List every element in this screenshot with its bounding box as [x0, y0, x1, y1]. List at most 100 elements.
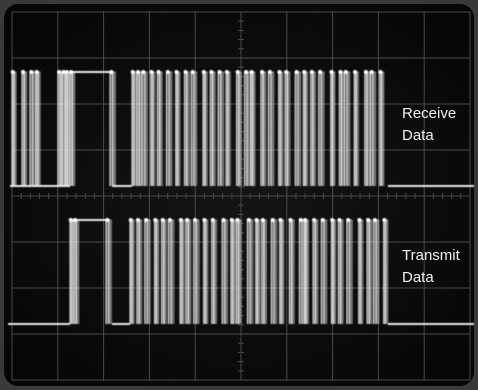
trace-pulse [280, 71, 284, 186]
trace-peak-dot [160, 218, 165, 222]
trace-peak-dot [130, 70, 135, 74]
trace-peak-dot [372, 218, 377, 222]
trace-peak-dot [167, 218, 172, 222]
trace-pulse [263, 71, 267, 186]
trace-peak-dot [267, 70, 272, 74]
transmit-label-line1: Transmit [402, 247, 460, 264]
trace-pulse [305, 71, 309, 186]
trace-pulse [366, 71, 371, 186]
trace-pulse [360, 219, 364, 324]
trace-peak-dot [330, 218, 335, 222]
trace-peak-dot [109, 70, 114, 74]
trace-peak-dot [128, 218, 133, 222]
trace-peak-dot [61, 70, 66, 74]
trace-peak-dot [235, 70, 240, 74]
trace-peak-dot [318, 70, 323, 74]
trace-pulse [177, 71, 181, 186]
trace-peak-dot [288, 218, 293, 222]
trace-pulse [168, 71, 173, 186]
trace-pulse [205, 219, 209, 324]
trace-peak-dot [302, 70, 307, 74]
trace-peak-dot [363, 70, 368, 74]
trace-pulse [163, 219, 167, 324]
trace-pulse [333, 219, 337, 324]
trace-peak-dot [284, 70, 289, 74]
trace-peak-dot [156, 70, 161, 74]
trace-pulse [332, 71, 336, 186]
trace-peak-dot [337, 218, 342, 222]
trace-peak-dot [174, 70, 179, 74]
trace-peak-dot [165, 70, 170, 74]
transmit-label-line2: Data [402, 269, 434, 286]
trace-peak-dot [135, 218, 140, 222]
trace-peak-dot [254, 218, 259, 222]
trace-peak-dot [209, 70, 214, 74]
trace-peak-dot [369, 70, 374, 74]
trace-pulse [193, 71, 198, 186]
trace-pulse [170, 219, 175, 324]
trace-pulse [306, 219, 310, 324]
trace-pulse [205, 71, 208, 186]
trace-pulse [257, 219, 261, 324]
trace-peak-dot [294, 70, 299, 74]
trace-pulse [132, 219, 135, 324]
trace-peak-dot [185, 218, 190, 222]
trace-pulse [281, 219, 285, 324]
trace-peak-dot [249, 70, 254, 74]
trace-peak-dot [378, 70, 383, 74]
trace-peak-dot [246, 218, 251, 222]
trace-pulse [238, 71, 242, 186]
trace-pulse [356, 71, 359, 186]
receive-data-trace [10, 70, 474, 187]
trace-pulse [385, 219, 389, 324]
trace-pulse [369, 219, 373, 324]
trace-peak-dot [229, 218, 234, 222]
trace-peak-dot [149, 70, 154, 74]
trace-peak-dot [210, 218, 215, 222]
trace-pulse [138, 219, 143, 324]
trace-pulse [224, 219, 228, 324]
trace-peak-dot [277, 70, 282, 74]
trace-peak-dot [178, 218, 183, 222]
trace-pulse [228, 71, 231, 186]
trace-peak-dot [136, 70, 141, 74]
trace-pulse [273, 219, 278, 324]
trace-peak-dot [202, 218, 207, 222]
trace-pulse [134, 71, 137, 186]
trace-pulse [291, 219, 295, 324]
trace-pulse [381, 71, 385, 186]
trace-peak-dot [217, 70, 222, 74]
trace-peak-dot [183, 70, 188, 74]
trace-peak-dot [73, 218, 78, 222]
trace-pulse [112, 71, 116, 186]
trace-peak-dot [69, 70, 74, 74]
trace-pulse [320, 71, 325, 186]
trace-peak-dot [309, 70, 314, 74]
trace-pulse [315, 219, 319, 324]
trace-peak-dot [343, 70, 348, 74]
trace-pulse [323, 219, 328, 324]
trace-pulse [213, 219, 217, 324]
trace-pulse [182, 219, 185, 324]
trace-pulse [24, 71, 28, 186]
trace-pulse [348, 219, 353, 324]
transmit-data-trace [8, 218, 474, 325]
trace-pulse [312, 71, 316, 186]
trace-pulse [186, 71, 190, 186]
trace-pulse [195, 219, 200, 324]
trace-peak-dot [224, 70, 229, 74]
trace-pulse [252, 71, 256, 186]
trace-pulse [152, 71, 156, 186]
trace-peak-dot [190, 70, 195, 74]
trace-peak-dot [298, 218, 303, 222]
trace-pulse [32, 71, 36, 186]
trace-pulse [76, 219, 80, 324]
trace-peak-dot [260, 218, 265, 222]
receive-label-line2: Data [402, 127, 434, 144]
trace-pulse [249, 219, 254, 324]
trace-peak-dot [29, 70, 34, 74]
trace-peak-dot [153, 218, 158, 222]
trace-peak-dot [382, 218, 387, 222]
trace-peak-dot [144, 218, 149, 222]
trace-peak-dot [34, 70, 39, 74]
